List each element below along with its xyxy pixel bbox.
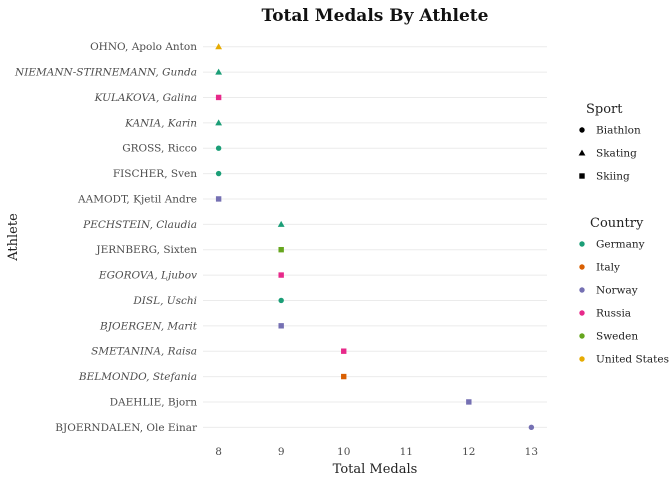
- data-point: [215, 68, 223, 75]
- legend-key-russia: [579, 310, 585, 316]
- y-tick-label: FISCHER, Sven: [113, 168, 197, 180]
- legend-sport: Sport Biathlon Skating Skiing: [578, 102, 641, 183]
- legend-label: Sweden: [596, 331, 638, 343]
- data-point: [466, 399, 472, 405]
- y-tick-label: NIEMANN-STIRNEMANN, Gunda: [14, 67, 197, 79]
- y-tick-label: BELMONDO, Stefania: [78, 371, 197, 383]
- legend-label: Skiing: [596, 171, 630, 183]
- x-tick-labels: 8 9 10 11 12 13: [215, 446, 538, 458]
- data-point: [278, 323, 284, 329]
- data-point: [278, 272, 284, 278]
- x-tick-label: 12: [462, 446, 475, 458]
- legend-sport-title: Sport: [586, 102, 623, 117]
- data-point: [215, 145, 222, 151]
- data-point: [215, 196, 222, 202]
- legend-key-italy: [579, 264, 585, 270]
- y-axis-title: Athlete: [6, 213, 21, 262]
- y-tick-label: AAMODT, Kjetil Andre: [77, 193, 197, 205]
- data-point: [278, 297, 284, 304]
- legend-label: Russia: [596, 308, 631, 320]
- legend-label: Germany: [596, 239, 645, 251]
- legend-key-skating: [578, 149, 586, 156]
- y-tick-label: KULAKOVA, Galina: [94, 92, 197, 104]
- x-axis-title: Total Medals: [333, 462, 418, 477]
- y-tick-label: SMETANINA, Raisa: [91, 346, 197, 358]
- legend-key-sweden: [579, 333, 585, 339]
- legend-key-germany: [579, 241, 585, 247]
- legend-label: Skating: [596, 148, 637, 160]
- data-point: [278, 246, 284, 253]
- data-point: [528, 424, 535, 431]
- y-tick-labels: OHNO, Apolo Anton NIEMANN-STIRNEMANN, Gun…: [14, 41, 198, 434]
- data-point: [215, 43, 223, 50]
- x-tick-label: 13: [525, 446, 538, 458]
- y-tick-label: EGOROVA, Ljubov: [98, 270, 197, 282]
- y-tick-label: JERNBERG, Sixten: [95, 244, 197, 256]
- y-tick-label: DISL, Uschi: [132, 295, 197, 307]
- y-tick-label: PECHSTEIN, Claudia: [82, 219, 197, 231]
- chart-title: Total Medals By Athlete: [262, 6, 489, 26]
- legend-key-skiing: [579, 173, 585, 179]
- legend-key-norway: [579, 287, 585, 293]
- grid-layer: [203, 46, 547, 428]
- data-point: [215, 94, 222, 101]
- y-tick-label: BJOERGEN, Marit: [99, 320, 198, 332]
- data-points: [215, 43, 535, 431]
- data-point: [341, 373, 347, 380]
- y-tick-label: DAEHLIE, Bjorn: [110, 396, 198, 408]
- legend-label: Norway: [596, 285, 638, 297]
- legend-label: Biathlon: [596, 125, 641, 137]
- legend-label: Italy: [596, 262, 620, 274]
- data-point: [215, 170, 222, 177]
- legend-country: Country Germany Italy Norway Russia Sweden Un…: [579, 216, 669, 366]
- x-tick-label: 11: [400, 446, 413, 458]
- x-tick-label: 8: [215, 446, 222, 458]
- legend-label: United States: [596, 354, 669, 366]
- data-point: [277, 220, 285, 227]
- legend-key-biathlon: [579, 127, 585, 133]
- y-tick-label: GROSS, Ricco: [122, 143, 197, 155]
- legend-country-title: Country: [590, 216, 644, 231]
- x-tick-label: 9: [278, 446, 285, 458]
- data-point: [341, 348, 347, 354]
- x-tick-label: 10: [337, 446, 350, 458]
- data-point: [215, 119, 223, 126]
- y-tick-label: KANIA, Karin: [124, 117, 197, 129]
- y-tick-label: BJOERNDALEN, Ole Einar: [55, 422, 198, 434]
- y-tick-label: OHNO, Apolo Anton: [90, 41, 197, 53]
- legend-key-united-states: [579, 356, 585, 362]
